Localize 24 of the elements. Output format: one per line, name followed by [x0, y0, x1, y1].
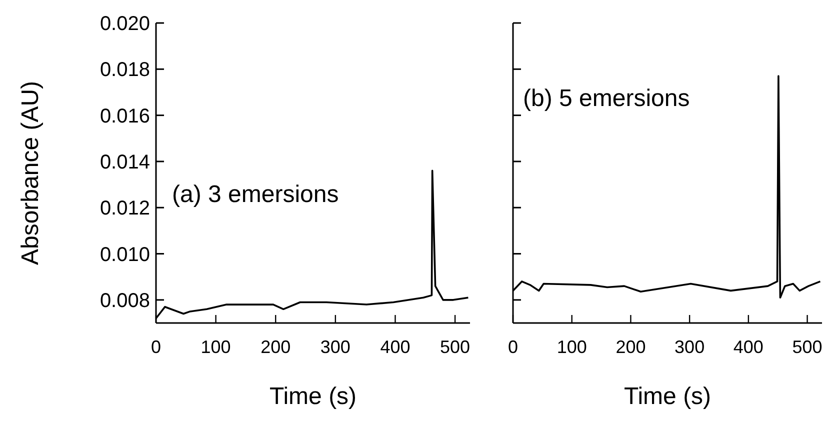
y-tick-label: 0.010	[100, 244, 150, 266]
x-tick-label: 100	[200, 337, 231, 357]
x-tick-label: 0	[150, 337, 162, 357]
x-axis-title: Time (s)	[624, 383, 712, 410]
y-tick-label: 0.016	[100, 105, 150, 128]
x-tick-label: 100	[556, 337, 587, 357]
y-tick-label: 0.008	[100, 290, 150, 312]
x-tick-label: 500	[792, 337, 822, 357]
x-tick-label: 200	[616, 337, 646, 357]
x-axis-title: Time (s)	[269, 383, 357, 410]
x-tick-label: 300	[320, 337, 350, 357]
annotation: (b) 5 emersions	[523, 85, 690, 112]
annotation: (a) 3 emersions	[172, 181, 339, 208]
x-tick-label: 200	[260, 337, 291, 357]
y-axis-title: Absorbance (AU)	[17, 80, 44, 266]
y-tick-label: 0.014	[100, 151, 150, 174]
y-tick-label: 0.020	[100, 13, 150, 35]
y-tick-label: 0.018	[100, 59, 150, 82]
x-tick-label: 0	[508, 337, 518, 357]
x-tick-label: 300	[674, 337, 705, 357]
y-tick-label: 0.012	[100, 198, 150, 220]
x-tick-label: 400	[380, 337, 410, 357]
x-tick-label: 400	[733, 337, 764, 357]
x-tick-label: 500	[440, 337, 470, 357]
